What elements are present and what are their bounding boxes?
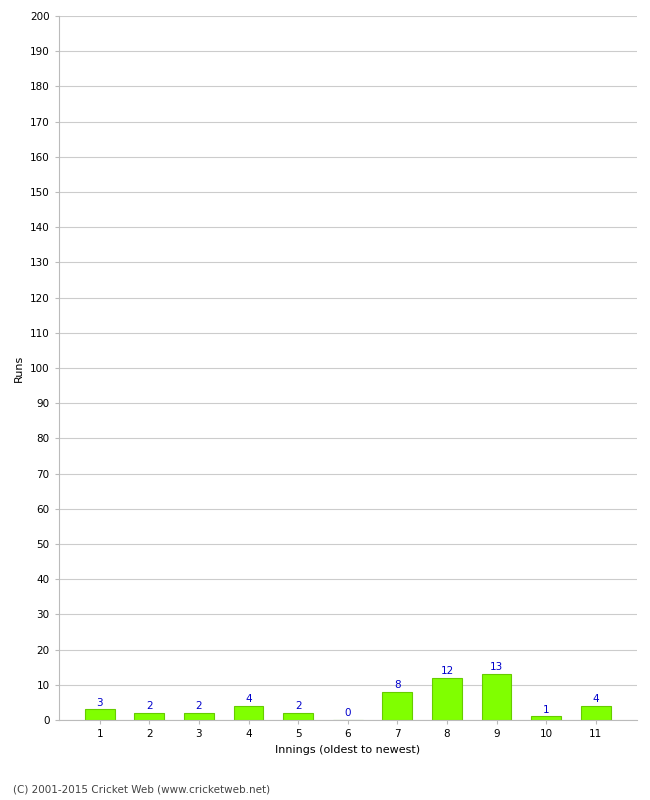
Text: 13: 13 <box>490 662 503 673</box>
Text: 2: 2 <box>146 701 153 711</box>
Text: (C) 2001-2015 Cricket Web (www.cricketweb.net): (C) 2001-2015 Cricket Web (www.cricketwe… <box>13 784 270 794</box>
Bar <box>184 713 214 720</box>
Text: 2: 2 <box>196 701 202 711</box>
Bar <box>531 717 561 720</box>
Bar <box>135 713 164 720</box>
Text: 8: 8 <box>394 680 400 690</box>
X-axis label: Innings (oldest to newest): Innings (oldest to newest) <box>275 745 421 754</box>
Bar <box>84 710 114 720</box>
Bar <box>283 713 313 720</box>
Bar <box>482 674 512 720</box>
Text: 4: 4 <box>593 694 599 704</box>
Text: 1: 1 <box>543 705 549 714</box>
Bar <box>233 706 263 720</box>
Bar <box>432 678 462 720</box>
Y-axis label: Runs: Runs <box>14 354 24 382</box>
Text: 4: 4 <box>245 694 252 704</box>
Bar <box>382 692 412 720</box>
Text: 0: 0 <box>344 708 351 718</box>
Bar <box>581 706 611 720</box>
Text: 3: 3 <box>96 698 103 708</box>
Text: 2: 2 <box>295 701 302 711</box>
Text: 12: 12 <box>440 666 454 676</box>
